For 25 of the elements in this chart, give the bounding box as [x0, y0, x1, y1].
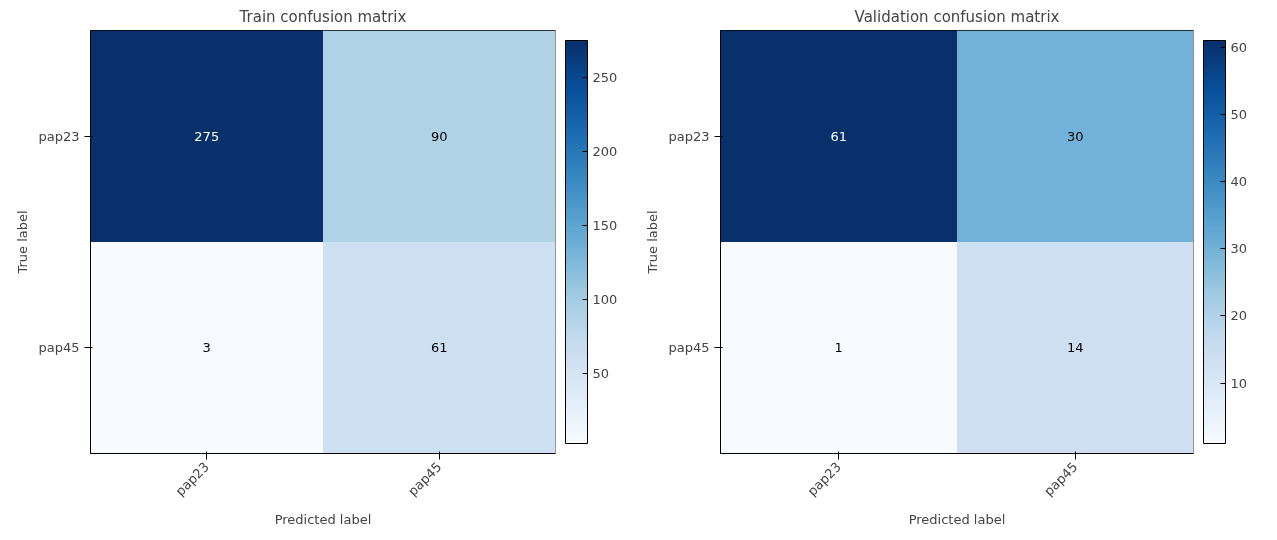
color-bar-label: 60	[1230, 39, 1248, 55]
x-axis-title: Predicted label	[274, 512, 372, 528]
data-label: 3	[202, 340, 211, 356]
data-label: 30	[1066, 128, 1084, 144]
color-bar-label: 20	[1230, 308, 1248, 324]
data-label: 61	[430, 340, 448, 356]
color-bar-label: 200	[592, 144, 618, 160]
color-bar-label: 40	[1230, 174, 1248, 190]
y-axis-title: True label	[645, 210, 661, 275]
chart-title: Train confusion matrix	[238, 7, 407, 26]
color-bar-label: 100	[592, 292, 618, 308]
color-bar-label: 150	[592, 218, 618, 234]
data-label: 275	[194, 128, 220, 144]
color-bar-label: 50	[1230, 106, 1248, 122]
color-bar-label: 10	[1230, 375, 1248, 391]
chart-title: Validation confusion matrix	[854, 7, 1060, 26]
y-axis-title: True label	[15, 210, 31, 275]
data-label: 61	[830, 128, 848, 144]
color-bar-label: 30	[1230, 241, 1248, 257]
x-axis-title: Predicted label	[908, 512, 1006, 528]
data-label: 14	[1066, 340, 1084, 356]
data-label: 1	[834, 340, 843, 356]
color-bar-label: 250	[592, 70, 618, 86]
color-bar-label: 50	[592, 366, 610, 382]
data-label: 90	[430, 128, 448, 144]
